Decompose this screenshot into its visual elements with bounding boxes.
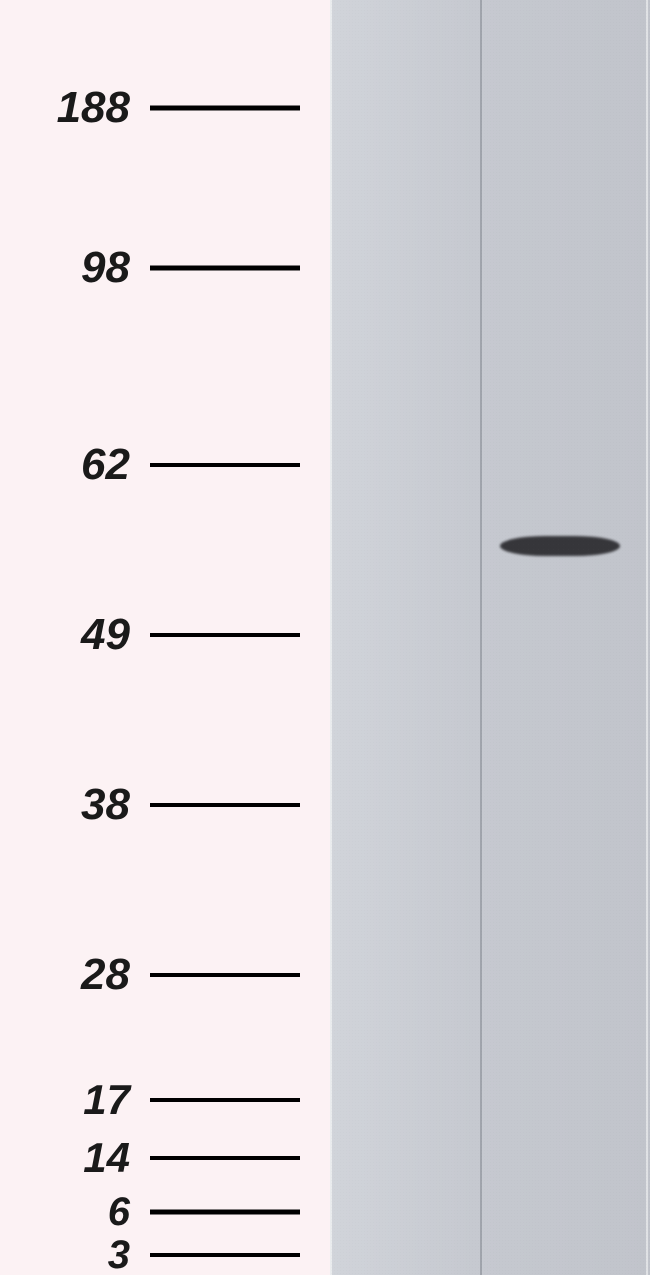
lane-edge <box>330 0 332 1275</box>
mw-tick <box>150 463 300 467</box>
molecular-weight-ladder-panel <box>0 0 330 1275</box>
protein-band <box>500 536 620 556</box>
mw-tick <box>150 106 300 111</box>
mw-label: 6 <box>108 1192 130 1232</box>
mw-tick <box>150 266 300 271</box>
mw-label: 14 <box>83 1137 130 1179</box>
mw-tick <box>150 973 300 977</box>
mw-tick <box>150 1098 300 1102</box>
mw-tick <box>150 633 300 637</box>
mw-label: 28 <box>81 953 130 997</box>
blot-membrane-panel <box>330 0 650 1275</box>
mw-label: 62 <box>81 443 130 487</box>
mw-label: 38 <box>81 783 130 827</box>
mw-label: 98 <box>81 246 130 290</box>
western-blot-figure: 188 98 62 49 38 28 17 14 63 <box>0 0 650 1275</box>
lane-edge <box>646 0 648 1275</box>
mw-tick <box>150 1156 300 1160</box>
mw-label: 3 <box>108 1235 130 1275</box>
mw-label: 17 <box>83 1079 130 1121</box>
mw-tick <box>150 1210 300 1215</box>
mw-label: 188 <box>57 86 130 130</box>
mw-label: 49 <box>81 613 130 657</box>
lane-edge <box>480 0 482 1275</box>
mw-tick <box>150 1253 300 1257</box>
mw-tick <box>150 803 300 807</box>
